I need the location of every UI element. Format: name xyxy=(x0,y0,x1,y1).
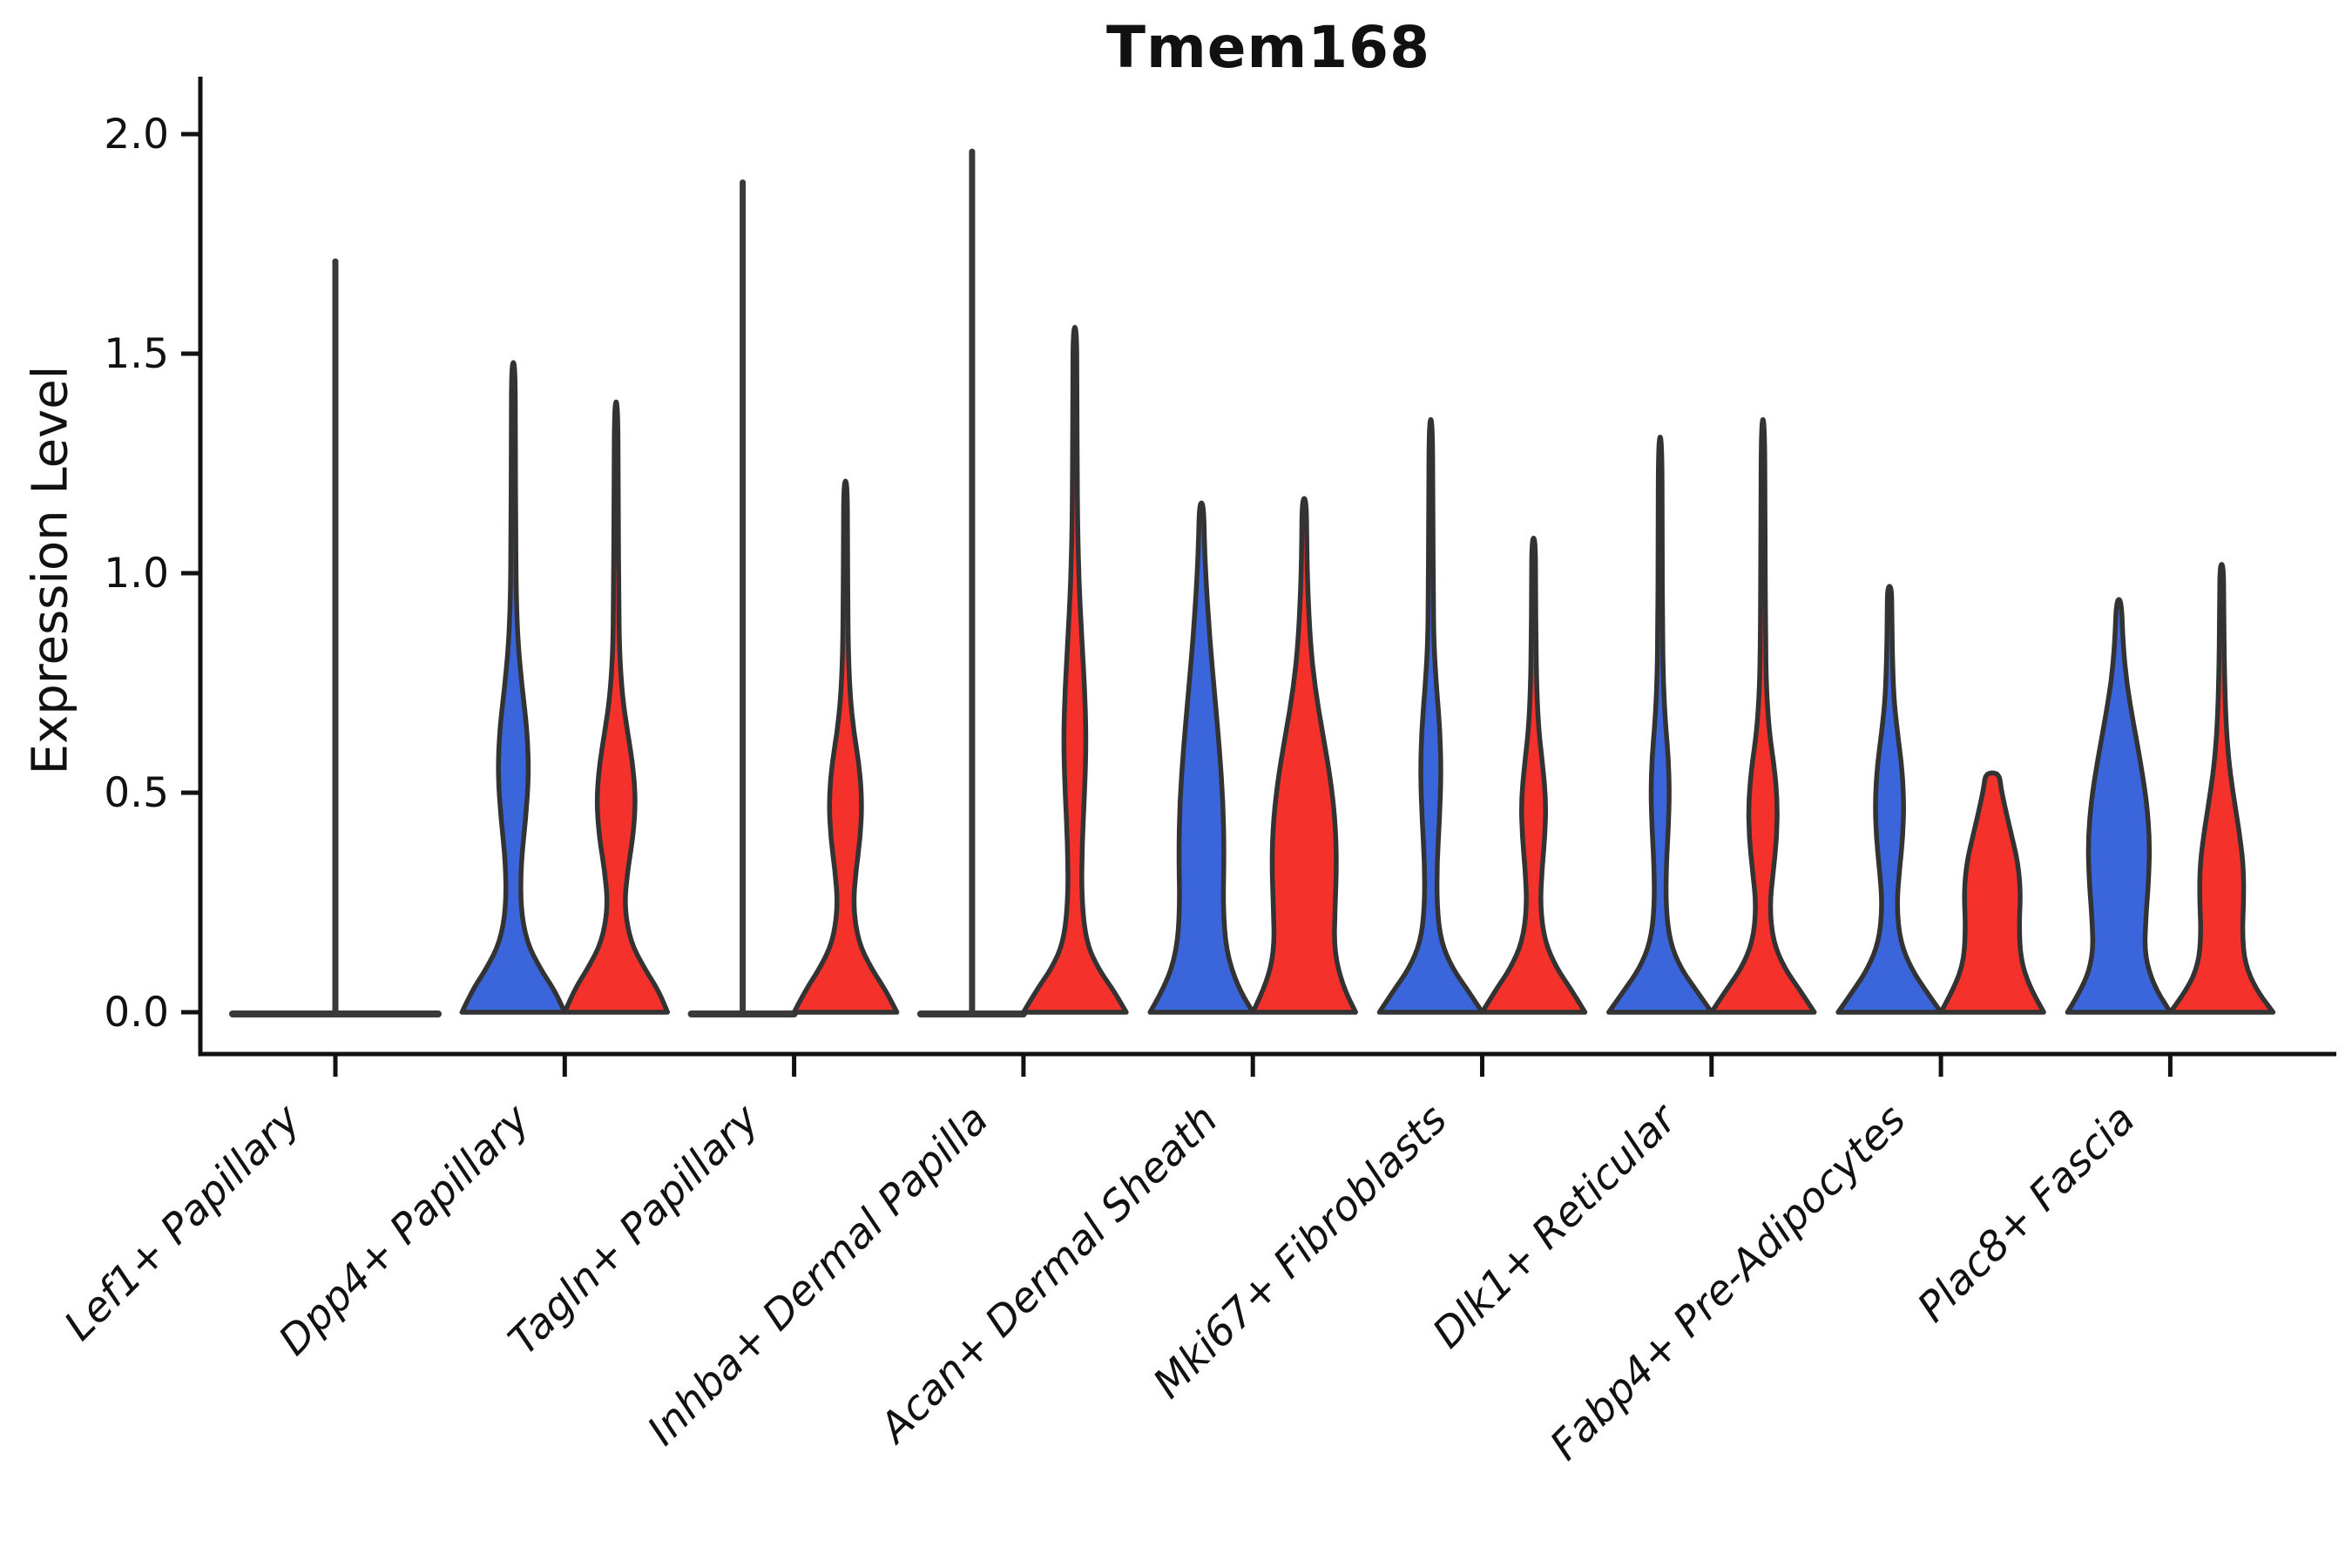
violin-blue-8 xyxy=(2065,597,2173,1015)
violin-red-7 xyxy=(1938,770,2046,1015)
violin-red-4 xyxy=(1250,496,1358,1015)
violin-blue-4 xyxy=(1147,500,1255,1015)
y-tick-label: 0.5 xyxy=(104,769,169,817)
violin-blue-1 xyxy=(459,360,568,1015)
x-category-label: Lef1+ Papillary xyxy=(55,1095,310,1350)
violin-blue-7 xyxy=(1835,584,1943,1015)
violin-blue-6 xyxy=(1606,435,1714,1015)
violin-red-1 xyxy=(562,399,671,1015)
y-tick-label: 1.5 xyxy=(104,330,169,378)
y-tick-label: 0.0 xyxy=(104,989,169,1037)
y-tick-label: 1.0 xyxy=(104,550,169,598)
chart-title: Tmem168 xyxy=(1105,14,1431,81)
violin-red-5 xyxy=(1479,535,1588,1015)
violin-blue-5 xyxy=(1376,416,1485,1015)
x-category-label: Plac8+ Fascia xyxy=(1909,1096,2145,1332)
axis-spines xyxy=(198,77,2336,1057)
violin-red-6 xyxy=(1709,416,1817,1015)
x-category-label: Dlk1+ Reticular xyxy=(1423,1094,1687,1358)
x-category-label: Dpp4+ Papillary xyxy=(270,1095,540,1365)
violin-red-3 xyxy=(1021,325,1129,1015)
violin-red-8 xyxy=(2167,562,2276,1015)
x-category-label: Tagln+ Papillary xyxy=(499,1095,769,1365)
y-tick-label: 2.0 xyxy=(104,111,169,159)
violin-red-2 xyxy=(791,478,900,1015)
